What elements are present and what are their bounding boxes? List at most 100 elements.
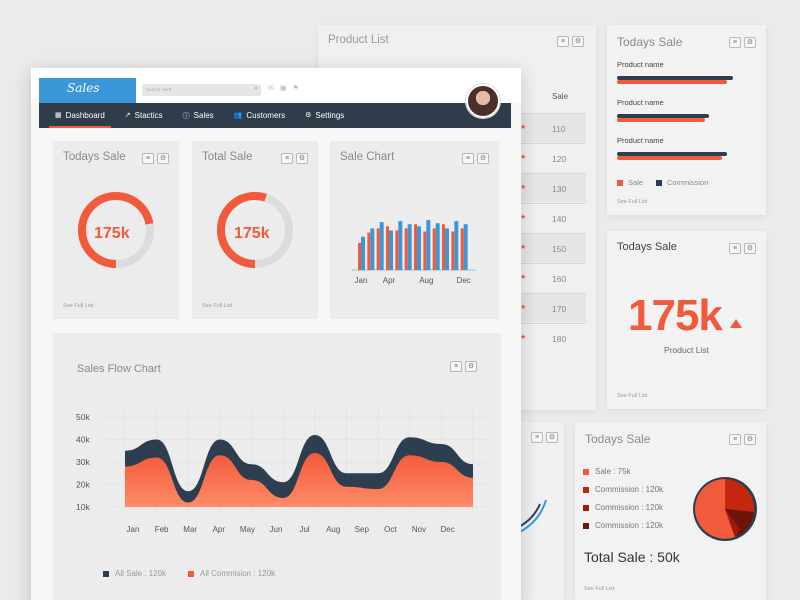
x-tick-label: Oct [384, 525, 397, 534]
product-name-label: Product name [617, 60, 664, 69]
settings-icon[interactable]: ⚙ [572, 36, 584, 47]
sale-cell: 130 [552, 184, 567, 194]
legend-sale: Sale [628, 178, 644, 187]
bar-red [404, 228, 408, 270]
bar-red [414, 224, 417, 270]
sale-cell: 150 [552, 244, 567, 254]
total-sale-value: Total Sale : 50k [584, 549, 680, 565]
bar-red [376, 228, 380, 270]
bar-blue [426, 220, 431, 270]
bar-red [386, 226, 389, 270]
legend-item: Commission : 120k [583, 485, 663, 494]
settings-icon[interactable]: ⚙ [296, 153, 308, 164]
sales-flow-area-chart: 50k 40k 30k 20k 10k Jan Feb Mar Apr May Jun Jul Aug S… [76, 407, 493, 534]
nav-item-dashboard[interactable]: ▦ Dashboard [49, 103, 111, 128]
legend-label: Commission : 120k [595, 503, 664, 512]
see-full-list-link[interactable]: See Full List [202, 303, 233, 309]
settings-icon[interactable]: ⚙ [744, 434, 756, 445]
see-full-list-link[interactable]: See Full List [617, 393, 648, 399]
todays-sale-big-card: Todays Sale ≡ ⚙ 175k Product List See Fu… [607, 231, 766, 409]
ring-value: 175k [234, 225, 270, 242]
main-nav: ▦ Dashboard ↗ Stactics ⓘ Sales 👥 Customers ⚙ Sett… [39, 103, 511, 128]
menu-icon[interactable]: ≡ [729, 37, 741, 48]
nav-item-stactics[interactable]: ↗ Stactics [125, 103, 163, 128]
legend-label: Commission : 120k [595, 485, 664, 494]
menu-icon[interactable]: ≡ [729, 434, 741, 445]
product-list-caption: Product List [664, 345, 709, 355]
menu-icon[interactable]: ≡ [531, 432, 543, 443]
pie-slice [725, 509, 740, 537]
card-title: Product List [328, 34, 389, 46]
bar-red [451, 231, 455, 270]
app-logo[interactable]: Sales [39, 78, 136, 103]
nav-item-sales[interactable]: ⓘ Sales [183, 103, 214, 128]
menu-icon[interactable]: ≡ [462, 153, 474, 164]
legend-swatch [583, 486, 589, 493]
total-sale-card: Total Sale ≡ ⚙ 175k See Full List [192, 141, 318, 319]
gear-icon: ⚙ [305, 112, 312, 119]
menu-icon[interactable]: ≡ [142, 153, 154, 164]
bar-blue [445, 228, 449, 270]
legend-label: All Commision : 120k [200, 569, 276, 578]
y-tick-label: 50k [76, 412, 90, 422]
x-tick-label: Mar [183, 525, 197, 534]
bar-red [367, 232, 371, 270]
menu-icon[interactable]: ≡ [450, 361, 462, 372]
todays-sale-pie-card: Todays Sale ≡ ⚙ Sale : 75k Commission : 1… [575, 422, 766, 600]
commission-bar [617, 114, 710, 118]
commission-bar [617, 76, 733, 80]
ring-progress [217, 192, 293, 268]
search-icon[interactable]: ⌕ [254, 85, 258, 92]
star-icon: ★ [520, 244, 527, 251]
sale-bar [617, 80, 728, 84]
bar-blue [370, 228, 375, 270]
menu-icon[interactable]: ≡ [281, 153, 293, 164]
table-row: ★ 120 [520, 143, 586, 172]
x-tick-label: Apr [213, 525, 226, 534]
bar-blue [398, 221, 403, 270]
star-icon: ★ [520, 154, 527, 161]
menu-icon[interactable]: ≡ [557, 36, 569, 47]
bar-red [460, 228, 464, 270]
settings-icon[interactable]: ⚙ [477, 153, 489, 164]
table-row: ★ 150 [520, 233, 586, 262]
sale-cell: 120 [552, 154, 567, 164]
sale-cell: 160 [552, 274, 567, 284]
see-full-list-link[interactable]: See Full List [584, 586, 615, 592]
notification-icon[interactable]: ▣ [279, 85, 287, 92]
menu-icon[interactable]: ≡ [729, 243, 741, 254]
nav-item-customers[interactable]: 👥 Customers [234, 103, 285, 128]
legend-all-sale: All Sale : 120k [103, 569, 166, 578]
y-tick-label: 20k [76, 480, 90, 490]
flag-icon[interactable]: ⚑ [292, 85, 299, 92]
search-input[interactable]: Search Here ⌕ [142, 84, 261, 96]
product-name-label: Product name [617, 136, 664, 145]
nav-item-settings[interactable]: ⚙ Settings [305, 103, 344, 128]
nav-label: Stactics [134, 111, 163, 120]
todays-sale-card: Todays Sale ≡ ⚙ 175k See Full List [53, 141, 179, 319]
settings-icon[interactable]: ⚙ [465, 361, 477, 372]
card-title: Todays Sale [617, 241, 677, 253]
avatar[interactable] [466, 84, 500, 118]
settings-icon[interactable]: ⚙ [744, 37, 756, 48]
settings-icon[interactable]: ⚙ [744, 243, 756, 254]
legend-swatch-sale [617, 179, 623, 186]
x-tick-label: Jul [299, 525, 309, 534]
settings-icon[interactable]: ⚙ [157, 153, 169, 164]
table-row: ★ 130 [520, 173, 586, 202]
x-tick-label: Aug [326, 525, 340, 534]
arc-chart [518, 499, 547, 534]
bar-blue [454, 221, 459, 270]
x-tick-label: Sep [355, 525, 370, 534]
settings-icon[interactable]: ⚙ [546, 432, 558, 443]
see-full-list-link[interactable]: See Full List [617, 199, 648, 205]
mail-icon[interactable]: ✉ [268, 85, 274, 92]
star-icon: ★ [520, 334, 527, 341]
star-icon: ★ [520, 274, 527, 281]
up-arrow-icon [730, 319, 742, 328]
dashboard-window: Sales Search Here ⌕ ✉ ▣ ⚑ ▦ Dashboard ↗ Sta… [31, 68, 521, 600]
see-full-list-link[interactable]: See Full List [63, 303, 94, 309]
card-title: Todays Sale [617, 35, 683, 49]
sale-cell: 180 [552, 334, 567, 344]
y-tick-label: 30k [76, 457, 90, 467]
